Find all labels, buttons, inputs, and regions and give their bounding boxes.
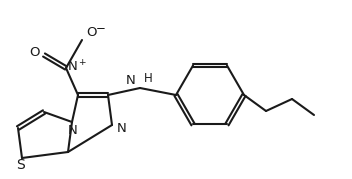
Text: S: S <box>15 158 24 172</box>
Text: −: − <box>96 21 106 35</box>
Text: O: O <box>86 25 96 38</box>
Text: N: N <box>126 74 136 86</box>
Text: N: N <box>117 122 127 134</box>
Text: O: O <box>30 45 40 59</box>
Text: N: N <box>68 59 78 72</box>
Text: +: + <box>78 57 86 67</box>
Text: N: N <box>68 125 78 137</box>
Text: H: H <box>144 71 153 84</box>
